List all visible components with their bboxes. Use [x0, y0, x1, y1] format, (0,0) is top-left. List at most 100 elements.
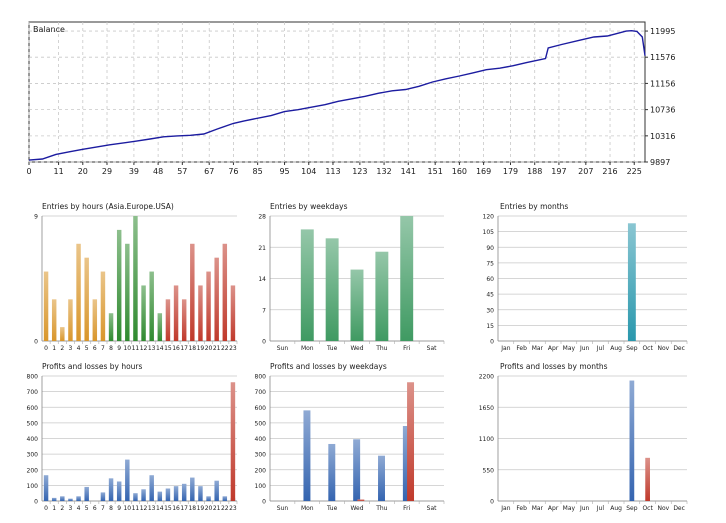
- pl_hours-profit-bar: [51, 497, 57, 501]
- pl_hours-x-tick-label: 18: [188, 505, 196, 512]
- pl_hours-x-tick-label: 9: [117, 505, 121, 512]
- entries_months-y-tick-label: 90: [486, 245, 494, 252]
- entries_weekdays-panel: Entries by weekdays 0 7 14 21 28 Sun Mon Tue Wed T…: [258, 202, 445, 352]
- entries_months-panel: Entries by months 0 15 30 45 60 75 90 105 120 Jan F…: [483, 202, 688, 352]
- entries_months-x-tick-label: Mar: [532, 345, 544, 352]
- pl_hours-x-tick-label: 10: [123, 505, 131, 512]
- entries_months-y-tick-label: 0: [490, 339, 494, 346]
- entries_months-x-tick-label: Oct: [642, 345, 653, 352]
- balance-x-tick-label: 207: [578, 167, 593, 176]
- entries_hours-bar: [157, 313, 163, 341]
- entries_hours-bar: [108, 313, 114, 341]
- balance-series-line: [28, 29, 646, 161]
- pl_hours-y-tick-label: 400: [27, 436, 39, 443]
- entries_weekdays-bar: [375, 251, 389, 341]
- entries_months-y-tick-label: 120: [483, 214, 495, 221]
- entries_hours-x-tick-label: 18: [188, 345, 196, 352]
- entries_hours-bar: [230, 285, 236, 341]
- entries_hours-bar: [76, 243, 81, 341]
- pl_hours-x-tick-label: 3: [69, 505, 73, 512]
- balance-x-tick-label: 123: [352, 167, 367, 176]
- entries_weekdays-bar: [300, 229, 314, 341]
- balance-x-tick-label: 141: [401, 167, 416, 176]
- entries_hours-x-tick-label: 7: [101, 345, 105, 352]
- pl_hours-y-tick-label: 300: [27, 452, 39, 459]
- pl_weekdays-y-tick-label: 500: [255, 420, 267, 427]
- entries_hours-bar: [125, 243, 130, 341]
- pl_weekdays-profit-bar: [303, 410, 311, 501]
- entries_hours-bar: [100, 271, 106, 341]
- pl_hours-profit-bar: [125, 459, 130, 501]
- entries_months-title: Entries by months: [500, 202, 568, 211]
- entries_months-y-tick-label: 15: [486, 323, 494, 330]
- balance-x-tick-label: 95: [279, 167, 289, 176]
- balance-y-tick-label: 9897: [650, 158, 670, 167]
- entries_weekdays-y-tick-label: 7: [262, 307, 266, 314]
- pl_hours-profit-bar: [173, 486, 179, 501]
- pl_months-y-tick-label: 1100: [479, 436, 494, 443]
- pl_weekdays-y-tick-label: 100: [255, 483, 267, 490]
- entries_hours-y-tick-label: 0: [34, 339, 38, 346]
- entries_hours-bar: [206, 271, 211, 341]
- pl_weekdays-y-tick-label: 600: [255, 405, 267, 412]
- balance-x-tick-label: 85: [253, 167, 263, 176]
- entries_months-x-tick-label: May: [563, 345, 576, 352]
- entries_hours-x-tick-label: 5: [85, 345, 89, 352]
- pl_months-x-tick-label: Sep: [626, 505, 638, 512]
- pl_months-x-tick-label: Mar: [532, 505, 544, 512]
- entries_hours-bar: [173, 285, 179, 341]
- balance-x-tick-label: 169: [476, 167, 491, 176]
- pl_months-panel: Profits and losses by months 0 550 1100 1650…: [479, 362, 688, 512]
- pl_hours-profit-bar: [190, 477, 195, 501]
- pl_hours-profit-bar: [60, 496, 65, 501]
- entries_weekdays-bar: [350, 269, 364, 341]
- entries_hours-x-tick-label: 11: [132, 345, 140, 352]
- pl_weekdays-x-tick-label: Tue: [326, 505, 338, 512]
- entries_hours-bar: [68, 299, 73, 341]
- pl_weekdays-loss-bar: [407, 382, 415, 501]
- pl_hours-profit-bar: [141, 489, 146, 501]
- entries_hours-bar: [198, 285, 203, 341]
- pl_hours-profit-bar: [222, 496, 228, 501]
- entries_weekdays-y-tick-label: 0: [262, 339, 266, 346]
- entries_months-x-tick-label: Jun: [579, 345, 590, 352]
- entries_hours-x-tick-label: 1: [52, 345, 56, 352]
- balance-y-tick-label: 11156: [650, 79, 675, 88]
- entries_hours-x-tick-label: 2: [60, 345, 64, 352]
- balance-x-tick-label: 132: [376, 167, 391, 176]
- entries_weekdays-title: Entries by weekdays: [270, 202, 348, 211]
- entries_months-x-tick-label: Jul: [596, 345, 605, 352]
- pl_hours-profit-bar: [68, 498, 73, 501]
- pl_hours-profit-bar: [149, 475, 154, 501]
- entries_months-x-tick-label: Nov: [658, 345, 670, 352]
- balance-y-tick-label: 11576: [650, 53, 675, 62]
- pl_weekdays-y-tick-label: 300: [255, 452, 267, 459]
- pl_hours-x-tick-label: 19: [197, 505, 205, 512]
- pl_hours-y-tick-label: 500: [27, 420, 39, 427]
- pl_weekdays-profit-bar: [402, 426, 410, 501]
- pl_hours-y-tick-label: 800: [27, 374, 39, 381]
- pl_hours-profit-bar: [206, 496, 211, 501]
- pl_months-x-tick-label: Oct: [642, 505, 653, 512]
- entries_weekdays-y-tick-label: 14: [258, 276, 266, 283]
- entries_hours-panel: Entries by hours (Asia.Europe.USA)090 1 2 3…: [34, 202, 238, 352]
- entries_weekdays-x-tick-label: Wed: [350, 345, 363, 352]
- pl_months-y-tick-label: 550: [483, 467, 495, 474]
- balance-x-tick-label: 29: [102, 167, 112, 176]
- balance-x-tick-label: 104: [301, 167, 316, 176]
- pl_hours-profit-bar: [100, 492, 106, 501]
- entries_hours-bar: [60, 327, 65, 341]
- entries_months-y-tick-label: 105: [483, 229, 495, 236]
- pl_hours-x-tick-label: 7: [101, 505, 105, 512]
- balance-x-tick-label: 197: [551, 167, 566, 176]
- entries_months-y-tick-label: 45: [486, 292, 494, 299]
- pl_hours-x-tick-label: 4: [77, 505, 81, 512]
- balance-x-tick-label: 20: [78, 167, 88, 176]
- entries_hours-x-tick-label: 3: [69, 345, 73, 352]
- pl_weekdays-x-tick-label: Thu: [375, 505, 387, 512]
- entries_hours-x-tick-label: 8: [109, 345, 113, 352]
- entries_hours-x-tick-label: 23: [229, 345, 237, 352]
- pl_hours-panel: Profits and losses by hours0100200300400…: [27, 362, 238, 512]
- pl_months-x-tick-label: Jan: [500, 505, 510, 512]
- balance-x-tick-label: 225: [627, 167, 642, 176]
